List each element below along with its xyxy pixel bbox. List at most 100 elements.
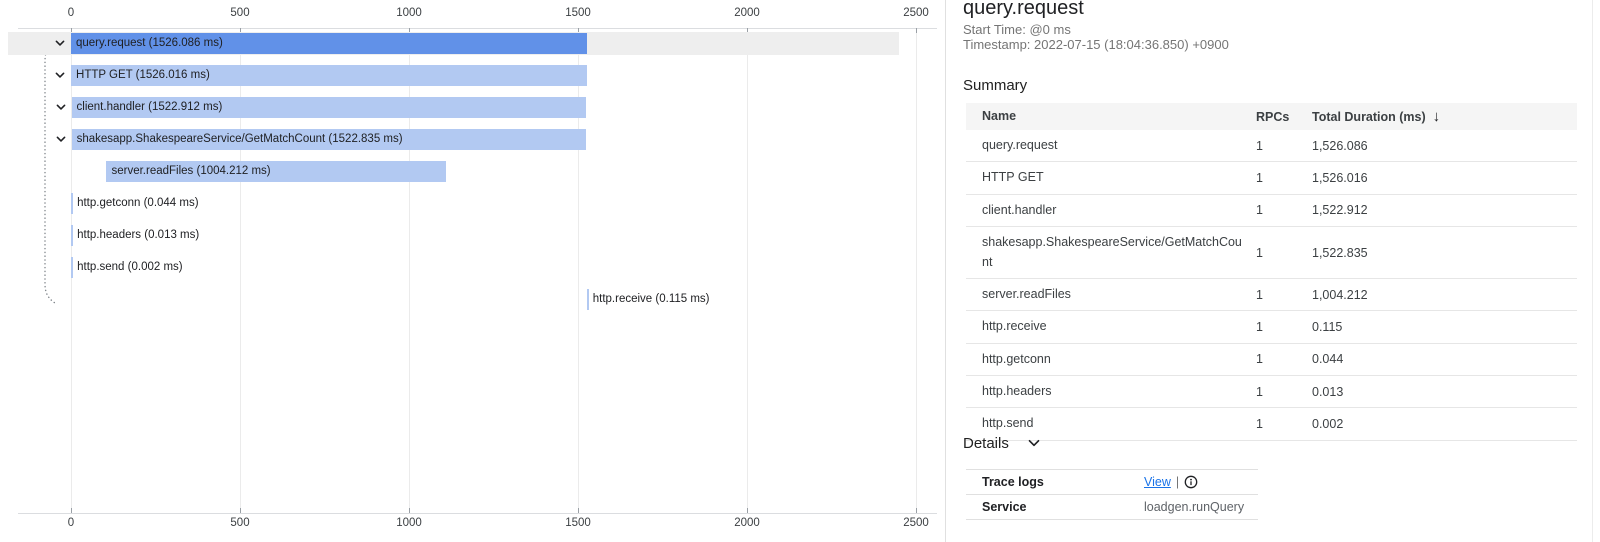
bottom-axis-tick [409, 508, 410, 513]
summary-header-rpcs[interactable]: RPCs [1256, 109, 1290, 124]
expand-chevron-icon[interactable] [54, 132, 68, 146]
summary-rpcs-cell: 1 [1256, 319, 1263, 334]
bottom-axis-tick [747, 508, 748, 513]
span-label: shakesapp.ShakespeareService/GetMatchCou… [76, 133, 403, 145]
span-bar[interactable] [71, 225, 74, 246]
summary-row: server.readFiles 1 1,004.212 [966, 279, 1577, 312]
summary-rpcs-cell: 1 [1256, 171, 1263, 186]
summary-name-cell: http.send [982, 416, 1034, 431]
pane-divider [945, 0, 946, 542]
summary-name-cell: shakesapp.ShakespeareService/GetMatchCou… [982, 235, 1242, 269]
summary-row: HTTP GET 1 1,526.016 [966, 162, 1577, 195]
span-label: http.receive (0.115 ms) [592, 293, 710, 305]
service-label: Service [982, 500, 1027, 514]
bottom-axis-tick [240, 508, 241, 513]
span-title: query.request [963, 0, 1084, 19]
axis-tick-label: 500 [230, 517, 250, 529]
summary-duration-cell: 1,526.016 [1312, 171, 1368, 186]
axis-tick-label: 2000 [734, 7, 760, 19]
summary-rpcs-cell: 1 [1256, 352, 1263, 367]
span-timestamp: Timestamp: 2022-07-15 (18:04:36.850) +09… [963, 36, 1229, 52]
summary-name-cell: http.headers [982, 384, 1052, 398]
bottom-axis-line [18, 513, 937, 514]
trace-logs-row: Trace logs View | [966, 469, 1258, 495]
summary-rpcs-cell: 1 [1256, 384, 1263, 399]
span-bar[interactable]: query.request (1526.086 ms) [71, 33, 587, 54]
top-axis-line [18, 28, 937, 29]
details-table: Trace logs View | Service loadgen.runQue… [966, 469, 1258, 520]
details-section-header[interactable]: Details [963, 434, 1043, 452]
summary-header-name[interactable]: Name [982, 108, 1017, 123]
sort-descending-icon[interactable]: ↓ [1432, 108, 1441, 125]
info-icon[interactable] [1184, 475, 1198, 489]
summary-header-duration-label: Total Duration (ms) [1312, 109, 1426, 124]
axis-tick-label: 2500 [903, 517, 929, 529]
details-heading: Details [963, 434, 1009, 452]
axis-tick-label: 0 [67, 7, 75, 19]
top-axis-tick [578, 28, 579, 33]
span-start-time: Start Time: @0 ms [963, 22, 1071, 37]
axis-tick-label: 2500 [903, 7, 929, 19]
gridline [240, 29, 241, 513]
span-label: http.send (0.002 ms) [77, 261, 183, 273]
axis-tick-label: 1500 [565, 517, 591, 529]
span-bar[interactable]: client.handler (1522.912 ms) [71, 97, 587, 118]
summary-header-duration[interactable]: Total Duration (ms) ↓ [1312, 108, 1577, 125]
trace-logs-label: Trace logs [982, 475, 1044, 489]
summary-row: http.receive 1 0.115 [966, 311, 1577, 344]
span-bar[interactable]: server.readFiles (1004.212 ms) [106, 161, 446, 182]
axis-tick-label: 1000 [396, 517, 422, 529]
summary-row: query.request 1 1,526.086 [966, 130, 1577, 163]
axis-tick-label: 0 [67, 517, 75, 529]
top-axis-tick [240, 28, 241, 33]
separator: | [1175, 475, 1180, 489]
top-axis-tick [747, 28, 748, 33]
service-value: loadgen.runQuery [1144, 500, 1245, 514]
span-bar[interactable] [71, 193, 74, 214]
span-bar[interactable] [586, 289, 589, 310]
expand-chevron-icon[interactable] [53, 36, 67, 50]
summary-row: http.getconn 1 0.044 [966, 344, 1577, 376]
summary-table-header: Name RPCs Total Duration (ms) ↓ [966, 103, 1577, 130]
summary-duration-cell: 0.013 [1312, 384, 1344, 399]
span-label: client.handler (1522.912 ms) [76, 101, 223, 113]
summary-duration-cell: 1,004.212 [1312, 287, 1368, 302]
span-meta: Start Time: @0 ms Timestamp: 2022-07-15 … [963, 22, 1229, 52]
summary-table: Name RPCs Total Duration (ms) ↓ query.re… [966, 103, 1577, 441]
summary-duration-cell: 0.002 [1312, 417, 1344, 432]
expand-chevron-icon[interactable] [54, 100, 68, 114]
summary-name-cell: HTTP GET [982, 170, 1044, 185]
top-axis-tick [916, 28, 917, 33]
trace-logs-value: View | [1144, 475, 1258, 489]
panel-right-edge-line [1592, 0, 1593, 542]
summary-duration-cell: 1,522.835 [1312, 245, 1368, 260]
summary-duration-cell: 0.044 [1312, 352, 1344, 367]
gridline [747, 29, 748, 513]
summary-rpcs-cell: 1 [1256, 203, 1263, 218]
view-trace-logs-link[interactable]: View [1144, 475, 1171, 489]
summary-duration-cell: 1,526.086 [1312, 138, 1368, 153]
details-collapse-chevron-icon[interactable] [1025, 434, 1043, 452]
summary-heading: Summary [963, 77, 1028, 94]
span-label: HTTP GET (1526.016 ms) [76, 69, 210, 81]
top-axis-tick [71, 28, 72, 33]
span-label: http.getconn (0.044 ms) [77, 197, 199, 209]
summary-table-body: query.request 1 1,526.086 HTTP GET 1 1,526.01… [966, 130, 1577, 441]
summary-row: shakesapp.ShakespeareService/GetMatchCou… [966, 227, 1577, 279]
axis-tick-label: 1500 [565, 7, 591, 19]
summary-name-cell: query.request [982, 138, 1058, 152]
span-waterfall-chart: 0 0 500 500 1000 1000 1500 1500 2000 2000 2500 2500… [8, 7, 937, 529]
bottom-axis-tick [71, 508, 72, 513]
top-axis-tick [409, 28, 410, 33]
axis-tick-label: 2000 [734, 517, 760, 529]
span-bar[interactable]: HTTP GET (1526.016 ms) [71, 65, 587, 86]
summary-rpcs-cell: 1 [1256, 417, 1263, 432]
summary-duration-cell: 0.115 [1312, 319, 1343, 334]
summary-name-cell: client.handler [982, 202, 1057, 217]
expand-chevron-icon[interactable] [53, 68, 67, 82]
span-bar[interactable] [71, 257, 74, 278]
span-bar[interactable]: shakesapp.ShakespeareService/GetMatchCou… [71, 129, 587, 150]
summary-name-cell: http.getconn [982, 351, 1051, 366]
summary-rpcs-cell: 1 [1256, 245, 1263, 260]
